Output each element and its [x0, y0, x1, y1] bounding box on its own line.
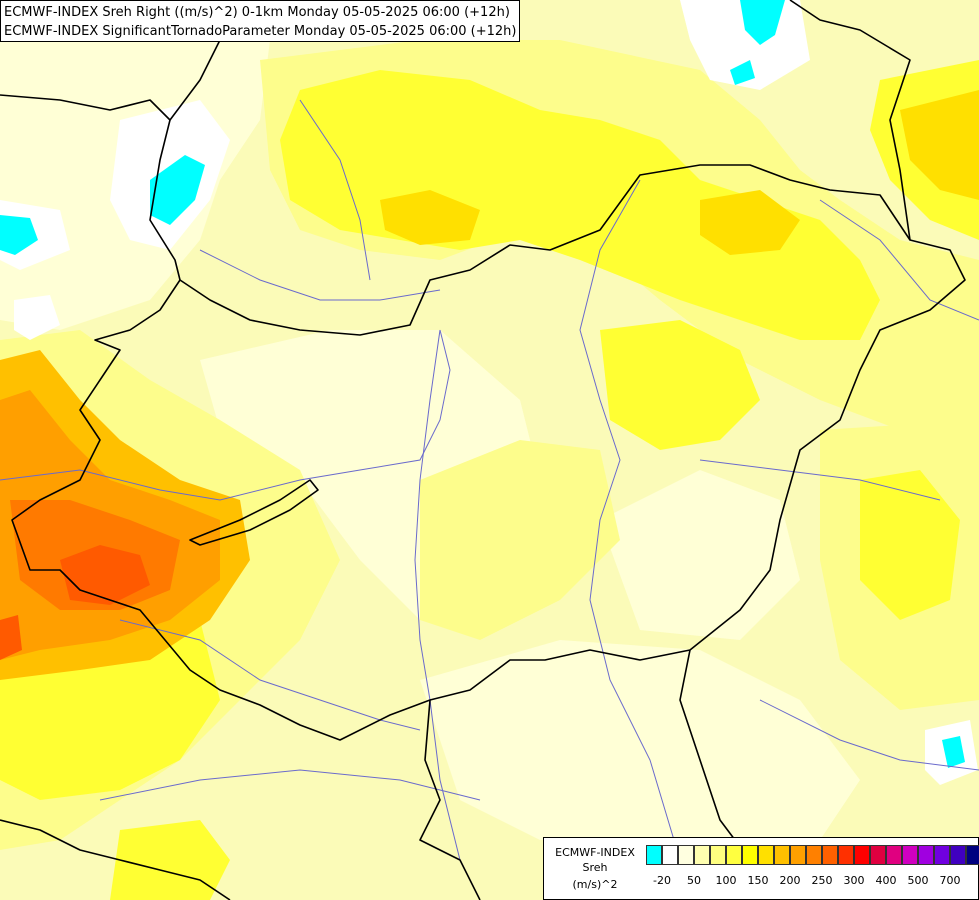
legend-swatch: [950, 845, 966, 865]
river-east: [699, 459, 941, 501]
legend-swatch: [918, 845, 934, 865]
color-legend: ECMWF-INDEX Sreh (m/s)^2 -20 50 100 150 200 2…: [543, 837, 979, 900]
border-south: [419, 699, 481, 900]
field-cyan-w: [0, 215, 38, 255]
legend-swatch: [966, 845, 979, 865]
field-yellow-north: [280, 70, 880, 340]
legend-title: ECMWF-INDEX: [555, 846, 635, 859]
river-north2: [299, 99, 371, 281]
legend-swatch: [742, 845, 758, 865]
field-gold-north: [380, 190, 480, 245]
legend-tick-label: 700: [939, 874, 961, 887]
river-danube-south: [414, 329, 461, 861]
river-danube-west: [0, 329, 451, 501]
legend-swatches: [646, 845, 979, 866]
legend-swatch: [822, 845, 838, 865]
rivers: [0, 99, 979, 861]
legend-swatch: [886, 845, 902, 865]
field-cyan-n2: [730, 60, 755, 85]
legend-tick-label: 500: [907, 874, 929, 887]
field-yellow-southeast: [860, 470, 960, 620]
legend-swatch: [774, 845, 790, 865]
legend-swatch: [662, 845, 678, 865]
legend-tick-label: 300: [843, 874, 865, 887]
border-lake-balaton: [189, 479, 319, 546]
field-cyan-nw: [150, 155, 205, 225]
river-north: [199, 249, 441, 301]
legend-swatch: [806, 845, 822, 865]
legend-tick-label: 400: [875, 874, 897, 887]
legend-units: (m/s)^2: [572, 878, 618, 891]
legend-ticks: -20 50 100 150 200 250 300 400 500 700: [646, 874, 976, 890]
river-tisza: [579, 179, 681, 861]
legend-swatch: [710, 845, 726, 865]
legend-tick-label: 100: [715, 874, 737, 887]
border-hungary: [11, 164, 966, 741]
field-gold-ne2: [700, 190, 800, 255]
legend-swatch: [758, 845, 774, 865]
legend-swatch: [854, 845, 870, 865]
river-drava: [119, 619, 421, 731]
river-ne: [819, 199, 979, 321]
field-light-center: [420, 440, 620, 640]
legend-tick-label: -20: [653, 874, 671, 887]
legend-swatch: [694, 845, 710, 865]
legend-swatch: [726, 845, 742, 865]
legend-swatch: [678, 845, 694, 865]
border-ne: [789, 0, 911, 241]
field-red-orange-edge: [0, 615, 22, 660]
legend-swatch: [646, 845, 662, 865]
legend-variable: Sreh: [582, 861, 608, 874]
field-yellow-east: [600, 320, 760, 450]
legend-tick-label: 50: [687, 874, 701, 887]
river-sava: [99, 769, 481, 801]
legend-swatch: [838, 845, 854, 865]
legend-swatch: [870, 845, 886, 865]
field-cyan-se: [942, 736, 965, 768]
border-sw: [0, 819, 231, 900]
legend-tick-label: 250: [811, 874, 833, 887]
map-title-line-2: ECMWF-INDEX SignificantTornadoParameter …: [4, 24, 517, 39]
legend-tick-label: 200: [779, 874, 801, 887]
legend-tick-label: 150: [747, 874, 769, 887]
field-white-w2: [14, 295, 60, 340]
legend-swatch: [902, 845, 918, 865]
field-cyan-n: [740, 0, 785, 45]
legend-swatch: [934, 845, 950, 865]
map-title-box: ECMWF-INDEX Sreh Right ((m/s)^2) 0-1km M…: [0, 0, 520, 42]
map-title-line-1: ECMWF-INDEX Sreh Right ((m/s)^2) 0-1km M…: [4, 5, 510, 20]
field-gold-northeast: [900, 90, 979, 200]
legend-swatch: [790, 845, 806, 865]
river-se: [759, 699, 979, 771]
